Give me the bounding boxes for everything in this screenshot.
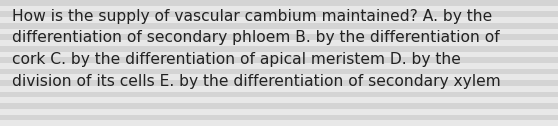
Bar: [0, 80, 558, 86]
Bar: [0, 11, 558, 17]
Bar: [0, 57, 558, 63]
Bar: [0, 40, 558, 46]
Bar: [0, 86, 558, 92]
Bar: [0, 92, 558, 97]
Bar: [0, 63, 558, 69]
Bar: [0, 29, 558, 34]
Bar: [0, 69, 558, 74]
Bar: [0, 52, 558, 57]
Bar: [0, 97, 558, 103]
Bar: [0, 109, 558, 115]
Bar: [0, 103, 558, 109]
Bar: [0, 0, 558, 6]
Bar: [0, 46, 558, 52]
Bar: [0, 23, 558, 29]
Bar: [0, 17, 558, 23]
Bar: [0, 6, 558, 11]
Bar: [0, 34, 558, 40]
Bar: [0, 115, 558, 120]
Bar: [0, 74, 558, 80]
Text: How is the supply of vascular cambium maintained? A. by the
differentiation of s: How is the supply of vascular cambium ma…: [12, 9, 501, 89]
Bar: [0, 120, 558, 126]
